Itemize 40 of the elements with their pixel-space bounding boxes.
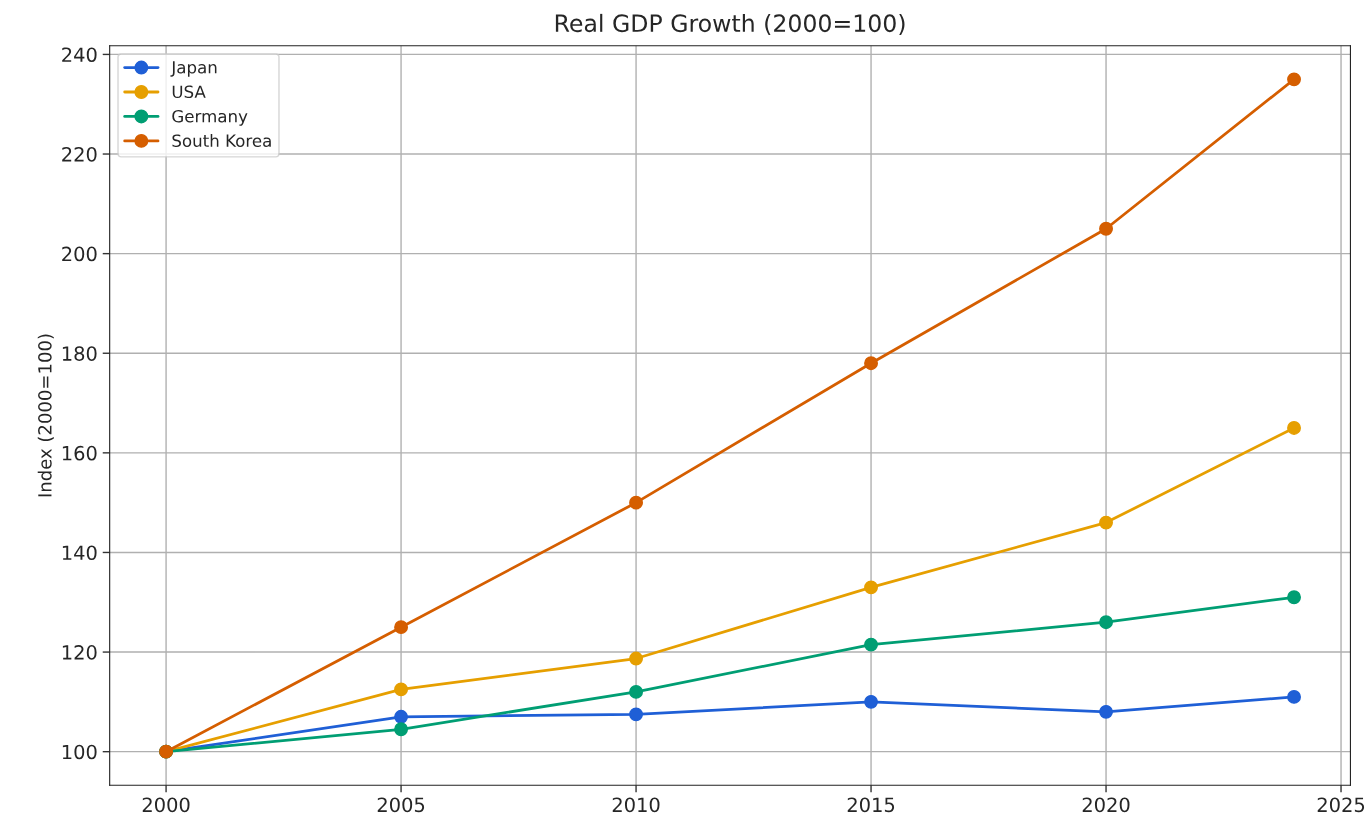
point <box>629 684 644 699</box>
y-tick-label: 200 <box>62 246 97 262</box>
legend-label: Germany <box>172 109 248 126</box>
y-tick-label: 240 <box>62 47 97 63</box>
y-axis-title: Index (2000=100) <box>37 334 54 497</box>
x-tick-label: 2015 <box>847 797 895 813</box>
legend-label: South Korea <box>172 134 271 147</box>
legend-label: USA <box>172 85 206 99</box>
x-tick-label: 2000 <box>142 797 190 813</box>
x-tick-label: 2020 <box>1082 797 1130 813</box>
point <box>1099 615 1113 630</box>
point <box>864 580 878 595</box>
y-tick-label: 140 <box>62 545 97 561</box>
y-tick-label: 180 <box>62 346 97 361</box>
point <box>864 637 878 652</box>
point <box>629 707 644 722</box>
legend-label: Japan <box>170 61 217 77</box>
x-tick-label: 2025 <box>1317 797 1365 813</box>
point <box>1099 704 1113 719</box>
point <box>864 356 878 371</box>
point <box>629 495 644 510</box>
point <box>1287 72 1301 87</box>
y-tick-label: 160 <box>62 445 97 461</box>
y-tick-label: 100 <box>62 744 97 760</box>
y-tick-label: 220 <box>62 146 97 162</box>
point <box>1099 221 1113 236</box>
point <box>394 620 409 635</box>
point <box>394 722 409 737</box>
point <box>1287 421 1301 435</box>
x-tick-label: 2005 <box>377 797 425 813</box>
point <box>1287 590 1301 605</box>
point <box>1287 689 1301 704</box>
x-tick-label: 2010 <box>612 797 660 813</box>
chart-title: Real GDP Growth (2000=100) <box>555 13 905 35</box>
point <box>394 682 409 697</box>
point <box>1099 515 1113 530</box>
point <box>864 694 878 709</box>
point <box>629 651 644 666</box>
y-tick-label: 120 <box>62 645 97 660</box>
point <box>394 709 409 724</box>
